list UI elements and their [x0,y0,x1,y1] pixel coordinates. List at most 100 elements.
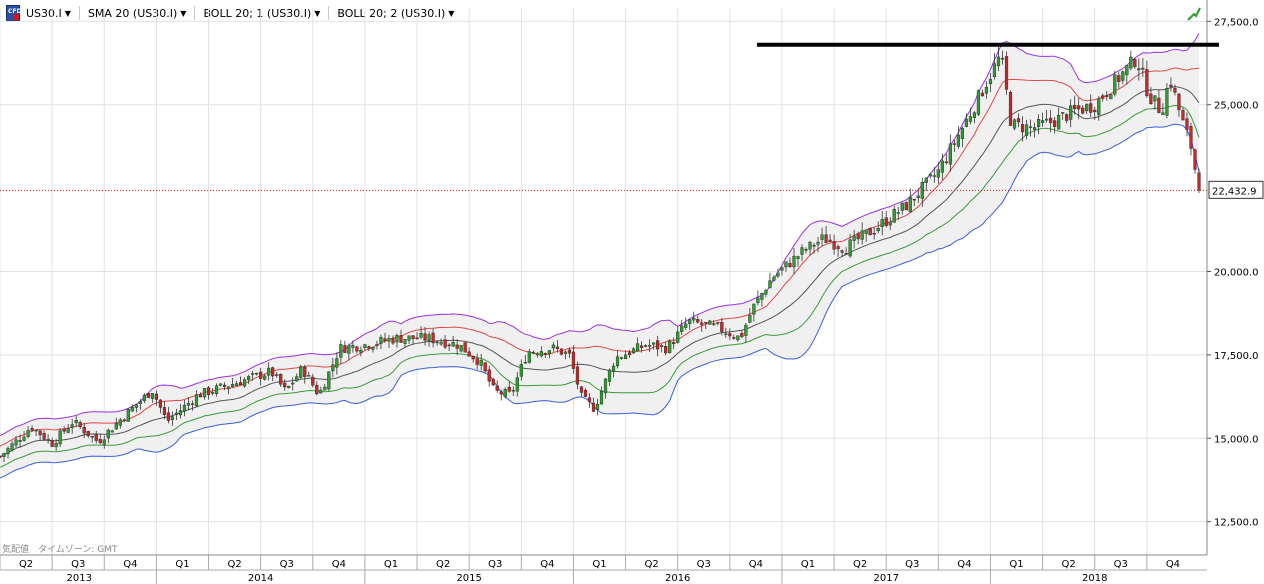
candle-body [623,354,628,360]
candle [287,385,291,389]
candle-body [98,439,102,443]
candle-body [828,239,832,242]
symbol-selector[interactable]: US30.I ▼ [26,7,71,20]
candle [808,240,812,256]
candle-body [1028,126,1033,128]
candle-body [399,335,403,343]
quarter-label: Q3 [697,559,711,570]
candle [788,257,792,268]
candle-body [234,383,239,386]
candle-body [451,342,455,347]
candle [451,335,455,347]
candle [66,423,70,434]
candle-body [712,323,716,325]
candle [1141,58,1145,77]
candle [1173,84,1177,96]
candle-body [752,303,756,315]
candle [656,335,660,357]
candle [840,249,844,257]
candle [291,377,295,391]
candle-body [186,402,191,406]
candle-body [403,339,407,344]
candle-body [1049,117,1053,124]
candle [988,72,993,93]
candle-body [351,345,355,348]
candle [122,418,126,423]
candle [872,226,876,240]
candle [150,393,154,403]
candle [487,365,491,387]
candle-body [976,90,981,115]
candle-body [700,322,704,325]
candle [467,347,471,357]
indicator-sma-menu[interactable]: SMA 20 (US30.I) ▼ [88,7,187,20]
quarter-label: Q2 [645,559,659,570]
candle-body [427,334,431,342]
candle [371,346,375,353]
indicator-boll2-menu[interactable]: BOLL 20; 2 (US30.I) ▼ [337,7,454,20]
candle [768,272,772,289]
indicator-sma-label: SMA 20 (US30.I) [87,6,178,20]
candle [190,400,195,411]
year-label: 2016 [665,573,690,584]
candle-body [788,263,792,268]
candle-body [607,369,612,382]
candle [214,383,219,397]
symbol-label: US30.I [26,6,62,20]
candle [459,344,463,353]
candle [519,359,523,381]
candle-body [836,246,840,250]
candle [1085,103,1089,114]
candle-body [736,335,740,341]
candle-body [419,332,423,338]
candle-body [888,221,892,226]
candle-body [218,383,223,386]
candle [166,406,171,424]
candle-body [267,367,271,376]
candle [42,430,46,441]
candle-body [764,290,768,295]
candle [668,339,672,354]
candle [776,268,780,278]
candle [764,288,768,297]
candle [102,435,106,449]
indicator-boll1-menu[interactable]: BOLL 20; 1 (US30.I) ▼ [203,7,320,20]
candle [1121,70,1125,85]
trend-up-icon [1187,7,1201,21]
candle [247,374,251,385]
candle [226,386,231,395]
candle-body [996,56,1001,67]
candle [1032,122,1037,138]
candle [158,399,163,414]
candle [399,329,403,343]
candle-body [1008,92,1013,126]
candle [499,389,503,401]
candle [587,393,592,408]
chevron-down-icon: ▼ [180,8,187,18]
candle-body [1121,71,1125,81]
candle-body [611,365,616,372]
candle [263,373,267,381]
candle [146,392,150,399]
candle-body [740,333,744,338]
candle [303,364,307,384]
candle-body [431,332,435,344]
boll1-upper-line [0,67,1200,447]
candle-body [78,422,82,428]
candle [684,317,688,330]
candle [343,340,347,354]
candle [427,331,431,347]
candle-body [214,385,219,394]
quarter-label: Q4 [332,559,346,570]
candle [134,404,138,413]
candle [14,436,18,449]
candle [700,319,704,332]
candle-body [776,272,780,277]
candle [1109,93,1113,100]
candle [62,426,66,435]
candle [130,404,134,412]
candle [182,400,187,417]
candle-body [291,382,295,385]
